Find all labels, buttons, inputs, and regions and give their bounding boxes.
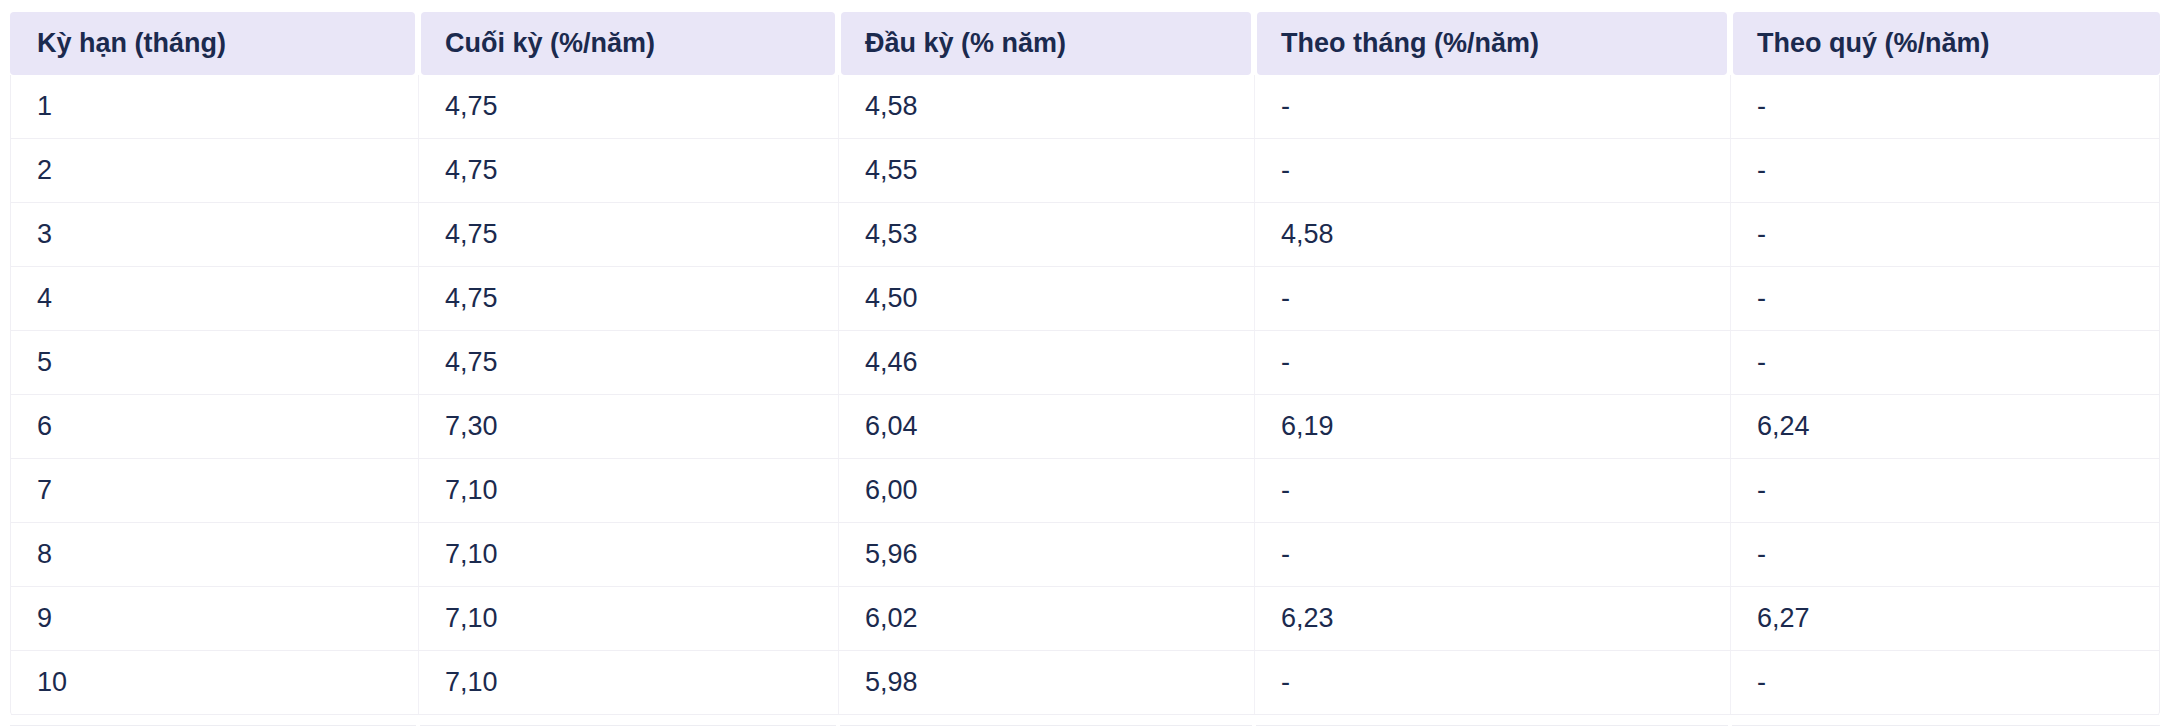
table-row: 10 7,10 5,98 - - xyxy=(11,651,2159,715)
cell-term: 5 xyxy=(11,331,419,394)
cell-term: 2 xyxy=(11,139,419,202)
table-header-row: Kỳ hạn (tháng) Cuối kỳ (%/năm) Đầu kỳ (%… xyxy=(10,12,2160,75)
cell-term: 1 xyxy=(11,75,419,138)
cell-quarterly: 6,27 xyxy=(1731,587,2159,650)
cell-end-of-term: 7,10 xyxy=(419,587,839,650)
cell-start-of-term: 6,04 xyxy=(839,395,1255,458)
cell-end-of-term: 7,10 xyxy=(419,459,839,522)
cell-quarterly: - xyxy=(1731,203,2159,266)
cell-start-of-term: 4,53 xyxy=(839,203,1255,266)
cell-end-of-term: 7,10 xyxy=(419,523,839,586)
cell-monthly: 6,23 xyxy=(1255,587,1731,650)
table-row: 6 7,30 6,04 6,19 6,24 xyxy=(11,395,2159,459)
column-header-start-of-term: Đầu kỳ (% năm) xyxy=(841,12,1251,75)
cell-start-of-term: 4,46 xyxy=(839,331,1255,394)
cell-start-of-term: 4,50 xyxy=(839,267,1255,330)
cell-start-of-term: 5,96 xyxy=(839,523,1255,586)
cell-end-of-term: 4,75 xyxy=(419,75,839,138)
table-row: 9 7,10 6,02 6,23 6,27 xyxy=(11,587,2159,651)
cell-term: 10 xyxy=(11,651,419,714)
table-row: 1 4,75 4,58 - - xyxy=(11,75,2159,139)
cell-start-of-term: 4,55 xyxy=(839,139,1255,202)
cell-quarterly: - xyxy=(1731,459,2159,522)
table-row: 2 4,75 4,55 - - xyxy=(11,139,2159,203)
cell-start-of-term: 4,58 xyxy=(839,75,1255,138)
cell-quarterly: 6,24 xyxy=(1731,395,2159,458)
column-header-quarterly: Theo quý (%/năm) xyxy=(1733,12,2160,75)
cell-monthly: 6,19 xyxy=(1255,395,1731,458)
cell-monthly: - xyxy=(1255,331,1731,394)
table-row: 8 7,10 5,96 - - xyxy=(11,523,2159,587)
cell-end-of-term: 4,75 xyxy=(419,203,839,266)
column-header-monthly: Theo tháng (%/năm) xyxy=(1257,12,1727,75)
cell-term: 8 xyxy=(11,523,419,586)
table-row: 3 4,75 4,53 4,58 - xyxy=(11,203,2159,267)
cell-quarterly: - xyxy=(1731,75,2159,138)
cell-quarterly: - xyxy=(1731,523,2159,586)
cell-monthly: 4,58 xyxy=(1255,203,1731,266)
cell-start-of-term: 6,02 xyxy=(839,587,1255,650)
column-header-end-of-term: Cuối kỳ (%/năm) xyxy=(421,12,835,75)
cell-quarterly: - xyxy=(1731,651,2159,714)
column-header-term: Kỳ hạn (tháng) xyxy=(10,12,415,75)
cell-monthly: - xyxy=(1255,139,1731,202)
table-row: 4 4,75 4,50 - - xyxy=(11,267,2159,331)
cell-start-of-term: 5,98 xyxy=(839,651,1255,714)
cell-monthly: - xyxy=(1255,459,1731,522)
cell-end-of-term: 7,10 xyxy=(419,651,839,714)
interest-rates-table: Kỳ hạn (tháng) Cuối kỳ (%/năm) Đầu kỳ (%… xyxy=(10,12,2160,728)
cell-monthly: - xyxy=(1255,75,1731,138)
cell-quarterly: - xyxy=(1731,139,2159,202)
table-body: 1 4,75 4,58 - - 2 4,75 4,55 - - 3 4,75 4… xyxy=(10,75,2160,715)
cell-term: 3 xyxy=(11,203,419,266)
cell-term: 4 xyxy=(11,267,419,330)
cell-start-of-term: 6,00 xyxy=(839,459,1255,522)
cell-end-of-term: 7,30 xyxy=(419,395,839,458)
cell-end-of-term: 4,75 xyxy=(419,267,839,330)
cell-term: 9 xyxy=(11,587,419,650)
table-row: 5 4,75 4,46 - - xyxy=(11,331,2159,395)
cell-end-of-term: 4,75 xyxy=(419,331,839,394)
cell-monthly: - xyxy=(1255,651,1731,714)
table-row: 7 7,10 6,00 - - xyxy=(11,459,2159,523)
cell-quarterly: - xyxy=(1731,331,2159,394)
cell-term: 7 xyxy=(11,459,419,522)
cell-term: 6 xyxy=(11,395,419,458)
cell-monthly: - xyxy=(1255,267,1731,330)
cell-monthly: - xyxy=(1255,523,1731,586)
cell-quarterly: - xyxy=(1731,267,2159,330)
cell-end-of-term: 4,75 xyxy=(419,139,839,202)
